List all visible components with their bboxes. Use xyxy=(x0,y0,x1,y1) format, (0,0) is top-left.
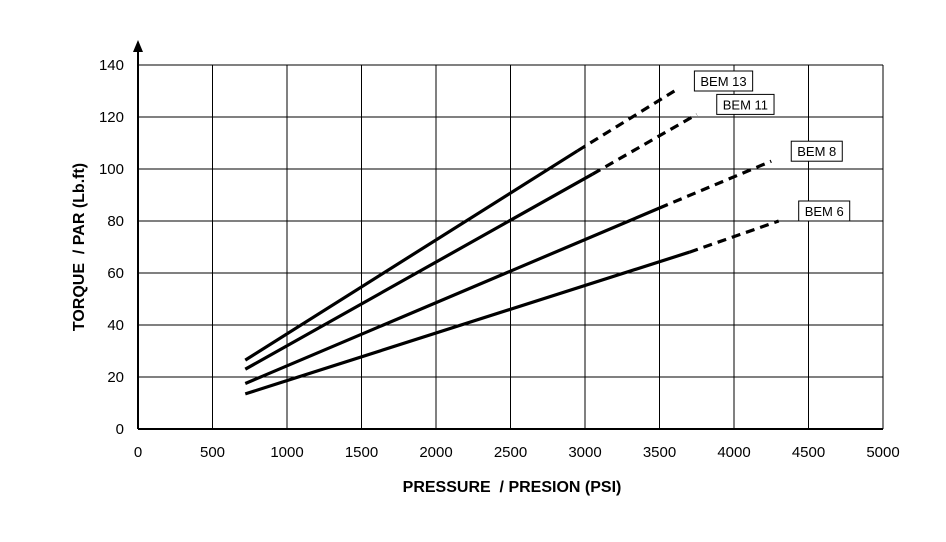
series-label-box xyxy=(716,93,775,115)
x-tick-label: 4500 xyxy=(792,444,825,461)
series-label-text: BEM 6 xyxy=(805,204,844,219)
x-tick-label: 4000 xyxy=(717,444,750,461)
x-tick-label: 5000 xyxy=(866,444,899,461)
series-label-box xyxy=(790,140,843,162)
series-line-bem-13-dashed xyxy=(576,89,676,153)
series-line-bem-11-dashed xyxy=(591,113,698,176)
x-tick-label: 1500 xyxy=(345,444,378,461)
x-tick-label: 3500 xyxy=(643,444,676,461)
y-tick-label: 0 xyxy=(116,421,124,438)
y-axis-title: TORQUE / PAR (Lb.ft) xyxy=(71,163,88,331)
x-axis-title: PRESSURE / PRESION (PSI) xyxy=(403,479,622,496)
y-tick-labels: 0 20 40 60 80 100 120 140 xyxy=(99,57,124,438)
series-line-bem-6-dashed xyxy=(688,219,780,254)
y-tick-label: 60 xyxy=(107,265,124,282)
x-tick-label: 2500 xyxy=(494,444,527,461)
x-tick-label: 500 xyxy=(200,444,225,461)
x-tick-label: 3000 xyxy=(568,444,601,461)
grid xyxy=(138,64,884,429)
series-label-bem-13: BEM 13 xyxy=(693,70,754,92)
series-label-text: BEM 8 xyxy=(797,144,836,159)
y-tick-label: 80 xyxy=(107,213,124,230)
series-label-bem-11: BEM 11 xyxy=(716,93,775,115)
series-line-bem-8-dashed xyxy=(658,159,772,210)
y-tick-label: 140 xyxy=(99,57,124,74)
x-tick-label: 2000 xyxy=(419,444,452,461)
series-label-box xyxy=(798,200,851,222)
series-line-bem-13-solid xyxy=(244,149,579,362)
series-line-bem-6-solid xyxy=(244,250,690,396)
series-line-bem-8-solid xyxy=(244,206,661,385)
y-tick-label: 40 xyxy=(107,317,124,334)
axes xyxy=(133,40,883,430)
x-tick-label: 1000 xyxy=(270,444,303,461)
x-tick-labels: 0 500 1000 1500 2000 2500 3000 3500 4000 4500 5000 xyxy=(134,444,900,461)
y-tick-label: 100 xyxy=(99,161,124,178)
y-tick-label: 120 xyxy=(99,109,124,126)
series-labels: BEM 13 BEM 11 BEM 8 BEM 6 xyxy=(693,70,851,222)
series-label-box xyxy=(693,70,754,92)
series-label-text: BEM 13 xyxy=(700,74,746,89)
series-lines xyxy=(244,89,780,396)
y-tick-label: 20 xyxy=(107,369,124,386)
series-label-bem-8: BEM 8 xyxy=(790,140,843,162)
y-axis-arrow-icon xyxy=(133,40,143,52)
series-label-bem-6: BEM 6 xyxy=(798,200,851,222)
x-tick-label: 0 xyxy=(134,444,142,461)
series-label-text: BEM 11 xyxy=(723,97,768,112)
series-line-bem-11-solid xyxy=(244,172,594,371)
